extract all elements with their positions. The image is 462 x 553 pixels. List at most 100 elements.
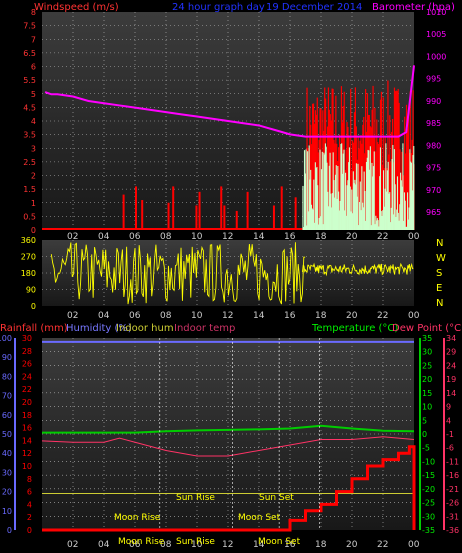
wind-light-bar: [354, 179, 356, 230]
wind-light-bar: [349, 186, 351, 230]
x-tick-label: 02: [67, 311, 78, 321]
wind-light-bar: [384, 188, 386, 230]
humidity-tick-label: 10: [2, 507, 12, 516]
wind-bar: [167, 202, 170, 230]
rainfall-tick-label: 26: [22, 360, 32, 369]
wind-light-bar: [404, 200, 406, 230]
wind-light-bar: [328, 165, 330, 230]
wind-bar: [360, 135, 362, 230]
wind-bar: [354, 87, 356, 230]
x-tick-label: 14: [253, 540, 265, 550]
wind-light-bar: [366, 157, 368, 230]
wind-light-bar: [327, 191, 329, 230]
wind-light-bar: [357, 163, 359, 230]
indoor-hum-axis-title: Indoor hum: [116, 323, 174, 334]
wind-bar: [377, 142, 379, 230]
temperature-tick-label: 25: [422, 361, 432, 370]
wind-light-bar: [316, 166, 318, 230]
temperature-tick-label: 20: [422, 375, 432, 384]
temperature-panel-ticks: 0102030405060708090100024681012141618202…: [0, 334, 459, 550]
wind-panel-marks: [42, 65, 415, 231]
x-tick-label: 14: [253, 311, 265, 321]
rainfall-tick-label: 28: [22, 347, 32, 356]
wind-bar: [408, 152, 410, 230]
dewpoint-tick-label: 4: [446, 416, 451, 425]
wind-bar: [399, 149, 401, 230]
wind-light-bar: [371, 162, 373, 230]
x-tick-label: 02: [67, 232, 78, 242]
direction-panel-marks: [50, 242, 414, 305]
temperature-tick-label: 15: [422, 389, 432, 398]
wind-bar: [383, 168, 385, 230]
wind-bar: [378, 143, 380, 230]
x-tick-label: 10: [191, 311, 203, 321]
wind-light-bar: [309, 179, 311, 230]
dewpoint-tick-label: -21: [446, 485, 459, 494]
wind-light-bar: [383, 170, 385, 230]
humidity-tick-label: 80: [2, 372, 12, 381]
wind-bar: [347, 126, 349, 230]
wind-light-bar: [330, 193, 332, 230]
wind-light-bar: [314, 162, 316, 230]
windspeed-tick-label: 2: [31, 172, 36, 181]
wind-bar: [405, 153, 407, 230]
temperature-tick-label: -5: [422, 444, 430, 453]
wind-light-bar: [338, 210, 340, 230]
moon-set-label-bottom: Moon Set: [258, 537, 301, 547]
wind-light-bar: [323, 152, 325, 230]
x-tick-label: 18: [315, 540, 327, 550]
wind-bar: [335, 95, 337, 231]
wind-light-bar: [368, 150, 370, 230]
humidity-tick-label: 30: [2, 468, 12, 477]
windspeed-tick-label: 6.5: [23, 49, 36, 58]
barometer-tick-label: 1010: [426, 8, 446, 17]
wind-light-bar: [317, 185, 319, 230]
wind-light-bar: [334, 174, 337, 230]
x-tick-label: 12: [222, 540, 233, 550]
moon-set-label-top: Moon Set: [238, 513, 281, 523]
wind-light-bar: [389, 192, 391, 230]
humidity-tick-label: 50: [2, 430, 12, 439]
rainfall-tick-label: 14: [22, 436, 32, 445]
x-tick-label: 04: [98, 540, 110, 550]
wind-bar: [172, 186, 175, 230]
compass-label: E: [436, 283, 442, 294]
wind-light-bar: [321, 169, 323, 230]
wind-light-bar: [305, 149, 307, 230]
wind-light-bar: [376, 220, 378, 230]
windspeed-tick-label: 5: [31, 90, 36, 99]
temperature-panel-marks: [41, 338, 416, 532]
wind-light-bar: [400, 180, 402, 230]
wind-light-bar: [413, 145, 415, 230]
wind-bar: [392, 162, 395, 230]
wind-bar: [346, 122, 348, 230]
wind-light-bar: [378, 226, 380, 230]
wind-light-bar: [369, 169, 371, 230]
temperature-tick-label: 5: [422, 416, 427, 425]
wind-light-bar: [324, 143, 326, 230]
wind-light-bar: [355, 184, 357, 230]
wind-light-bar: [370, 225, 372, 230]
wind-bar: [406, 128, 409, 230]
temperature-panel-grid: [42, 338, 414, 530]
wind-light-bar: [318, 217, 320, 230]
wind-light-bar: [387, 161, 389, 230]
wind-light-bar: [345, 215, 347, 230]
wind-bar: [365, 89, 367, 230]
wind-light-bar: [322, 224, 324, 230]
wind-light-bar: [372, 166, 375, 230]
wind-bar: [362, 124, 364, 230]
x-tick-label: 12: [222, 232, 233, 242]
wind-light-bar: [314, 222, 316, 230]
dewpoint-tick-label: -6: [446, 444, 454, 453]
x-tick-label: 18: [315, 311, 327, 321]
wind-light-bar: [381, 215, 383, 230]
wind-light-bar: [336, 198, 338, 230]
direction-tick-label: 270: [21, 253, 36, 262]
wind-light-bar: [407, 192, 409, 230]
wind-light-bar: [388, 193, 390, 230]
temperature-axis-title: Temperature (°C): [311, 323, 398, 334]
temperature-tick-label: -15: [422, 471, 435, 480]
wind-bar: [141, 200, 144, 230]
wind-light-bar: [332, 152, 334, 230]
